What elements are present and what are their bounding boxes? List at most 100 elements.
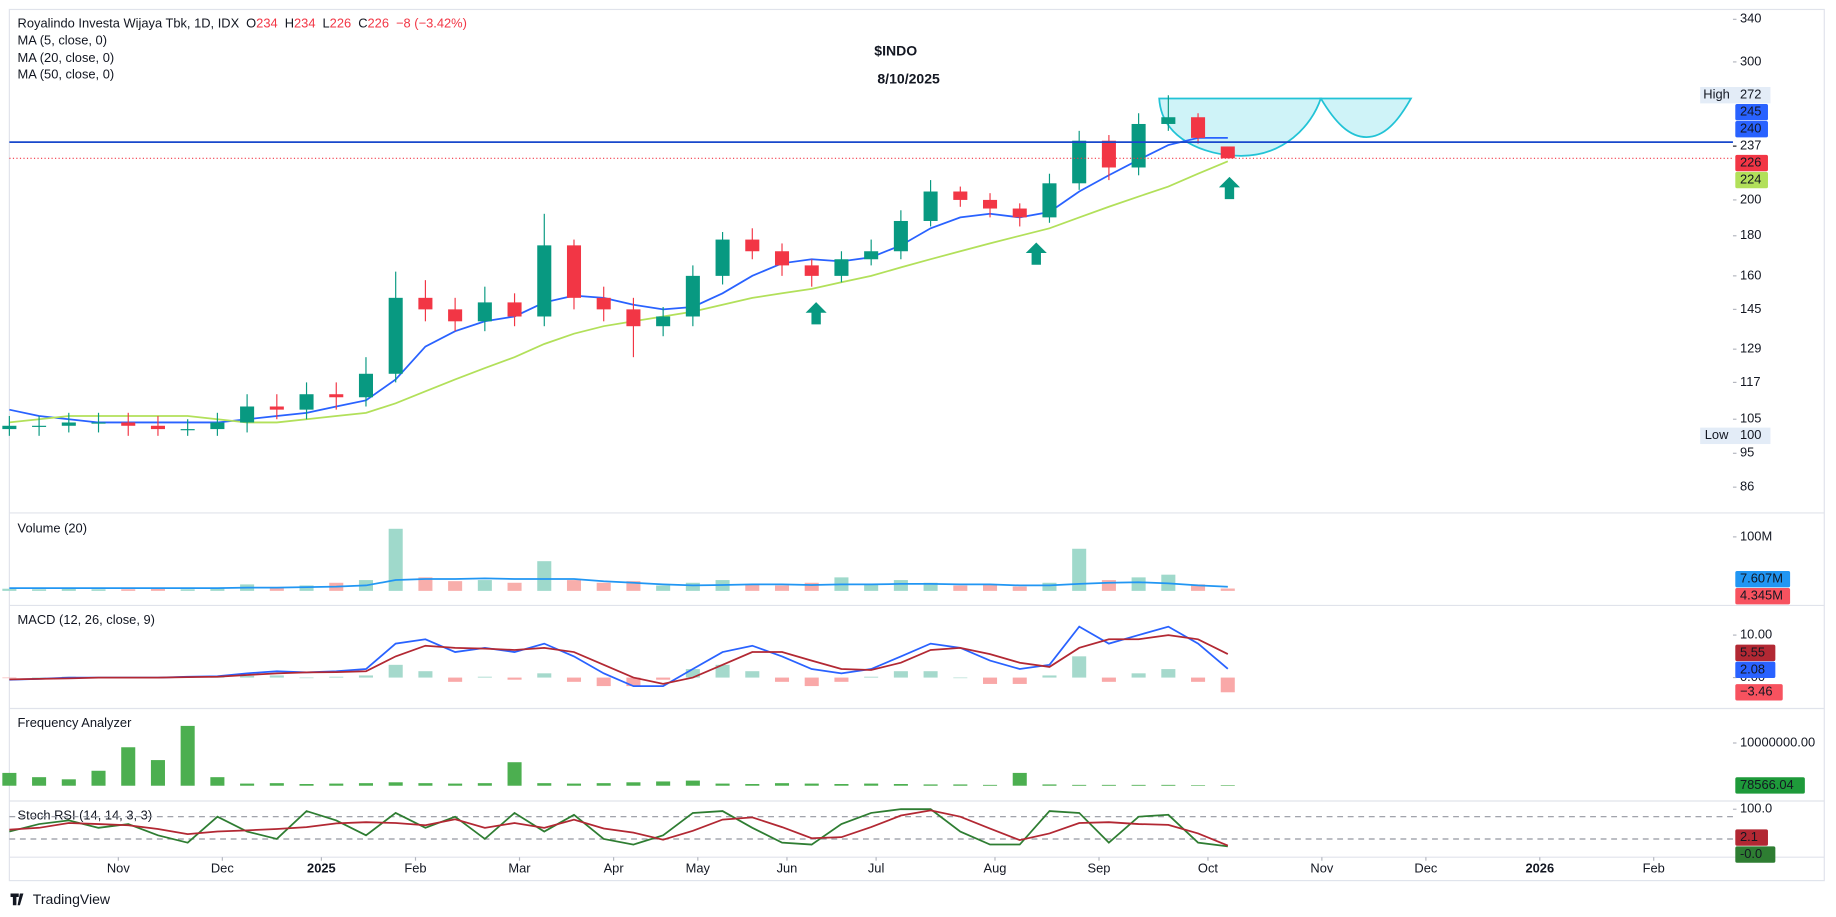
candle-body	[507, 302, 522, 317]
up-arrow	[805, 302, 827, 325]
bar	[388, 782, 403, 786]
y-tick-label: 300	[1740, 53, 1761, 68]
x-tick-label: Dec	[211, 860, 234, 875]
buy-arrows	[805, 176, 1241, 325]
bar	[507, 762, 522, 786]
value-tag	[1735, 777, 1805, 794]
histogram-bar	[626, 677, 641, 687]
bar	[477, 783, 492, 786]
histogram-bar	[804, 677, 819, 687]
bar	[269, 783, 284, 786]
histogram-bar	[566, 677, 582, 682]
bar	[715, 783, 730, 786]
x-tick-label: 2025	[307, 860, 336, 875]
symbol-header: Royalindo Investa Wijaya Tbk, 1D, IDX O23…	[18, 16, 467, 31]
bar	[1191, 584, 1206, 591]
bar	[566, 580, 582, 591]
bar	[121, 747, 136, 786]
histogram-bar	[418, 671, 433, 678]
x-tick-label: May	[686, 860, 711, 875]
bar	[745, 784, 760, 786]
x-tick-label: Mar	[508, 860, 531, 875]
histogram-bar	[507, 677, 522, 680]
bar	[1042, 582, 1057, 591]
candle-body	[834, 259, 849, 276]
bar	[596, 783, 611, 786]
bar	[656, 781, 671, 786]
y-tick-label: 100M	[1740, 528, 1772, 543]
y-tick-label: 180	[1740, 227, 1761, 242]
histogram-bar	[388, 664, 403, 678]
candle-body	[537, 245, 552, 317]
extreme-value: 100	[1740, 427, 1761, 442]
bar	[299, 585, 314, 591]
handle-shape	[1319, 97, 1413, 138]
up-arrow	[1025, 242, 1047, 265]
histogram-bar	[240, 675, 255, 678]
candle-body	[240, 406, 255, 423]
up-arrow	[1218, 176, 1241, 200]
bar	[626, 581, 641, 591]
value-tag-label: -0.0	[1740, 846, 1762, 861]
candle-body	[32, 425, 47, 427]
bar	[269, 587, 284, 591]
y-tick-label: 117	[1740, 374, 1761, 389]
candle-body	[923, 191, 938, 221]
candle-body	[596, 297, 611, 310]
histogram-bar	[32, 677, 47, 679]
histogram-bar	[2, 677, 17, 679]
value-tag-label: 2.1	[1740, 829, 1758, 844]
candle-body	[983, 199, 998, 209]
symbol-name: Royalindo Investa Wijaya Tbk, 1D, IDX	[18, 16, 240, 31]
ohlc-label: O	[246, 16, 256, 31]
histogram-bar	[1220, 677, 1235, 693]
y-tick-label: 86	[1740, 479, 1754, 494]
candle-body	[210, 422, 225, 430]
x-tick-label: Nov	[1310, 860, 1333, 875]
price-change: −8 (−3.42%)	[396, 16, 467, 31]
candle-body	[1101, 140, 1116, 168]
candle-body	[715, 239, 730, 276]
bar	[893, 580, 908, 591]
candle-body	[685, 275, 700, 317]
y-tick-label: 145	[1740, 301, 1761, 316]
bar	[91, 770, 106, 786]
histogram-bar	[953, 677, 968, 679]
indicator-line	[9, 809, 1229, 847]
branding: TradingView	[10, 891, 111, 907]
x-tick-label: Jul	[868, 860, 884, 875]
bar	[745, 584, 760, 591]
bar	[983, 784, 998, 786]
value-tag	[1735, 570, 1791, 588]
y-tick-label: 160	[1740, 267, 1761, 282]
candle-body	[358, 373, 373, 398]
bar	[1131, 784, 1146, 786]
frame-border	[8, 8, 1825, 882]
bar	[1191, 785, 1206, 786]
bar	[299, 784, 314, 786]
pane-title: Stoch RSI (14, 14, 3, 3)	[18, 808, 153, 823]
histogram-bar	[923, 671, 938, 678]
extreme-tag	[1700, 86, 1771, 104]
bar	[656, 585, 671, 591]
candle-body	[1012, 208, 1027, 218]
ohlc-value: 226	[330, 16, 351, 31]
bar	[864, 584, 879, 591]
value-tag-label: 5.55	[1740, 644, 1765, 659]
candle-body	[953, 191, 968, 200]
histogram-bar	[685, 669, 700, 678]
candle-body	[893, 220, 908, 252]
bar	[1161, 784, 1176, 786]
value-tag	[1735, 103, 1768, 121]
bar	[61, 779, 76, 786]
bar	[983, 584, 998, 591]
x-tick-label: Feb	[404, 860, 426, 875]
histogram-bar	[1012, 677, 1027, 684]
pane-title: Volume (20)	[18, 521, 87, 536]
candle-body	[626, 309, 641, 327]
bar	[953, 585, 968, 591]
y-tick-label: 340	[1740, 11, 1761, 26]
bar	[923, 784, 938, 786]
y-tick-label: 95	[1740, 445, 1754, 460]
